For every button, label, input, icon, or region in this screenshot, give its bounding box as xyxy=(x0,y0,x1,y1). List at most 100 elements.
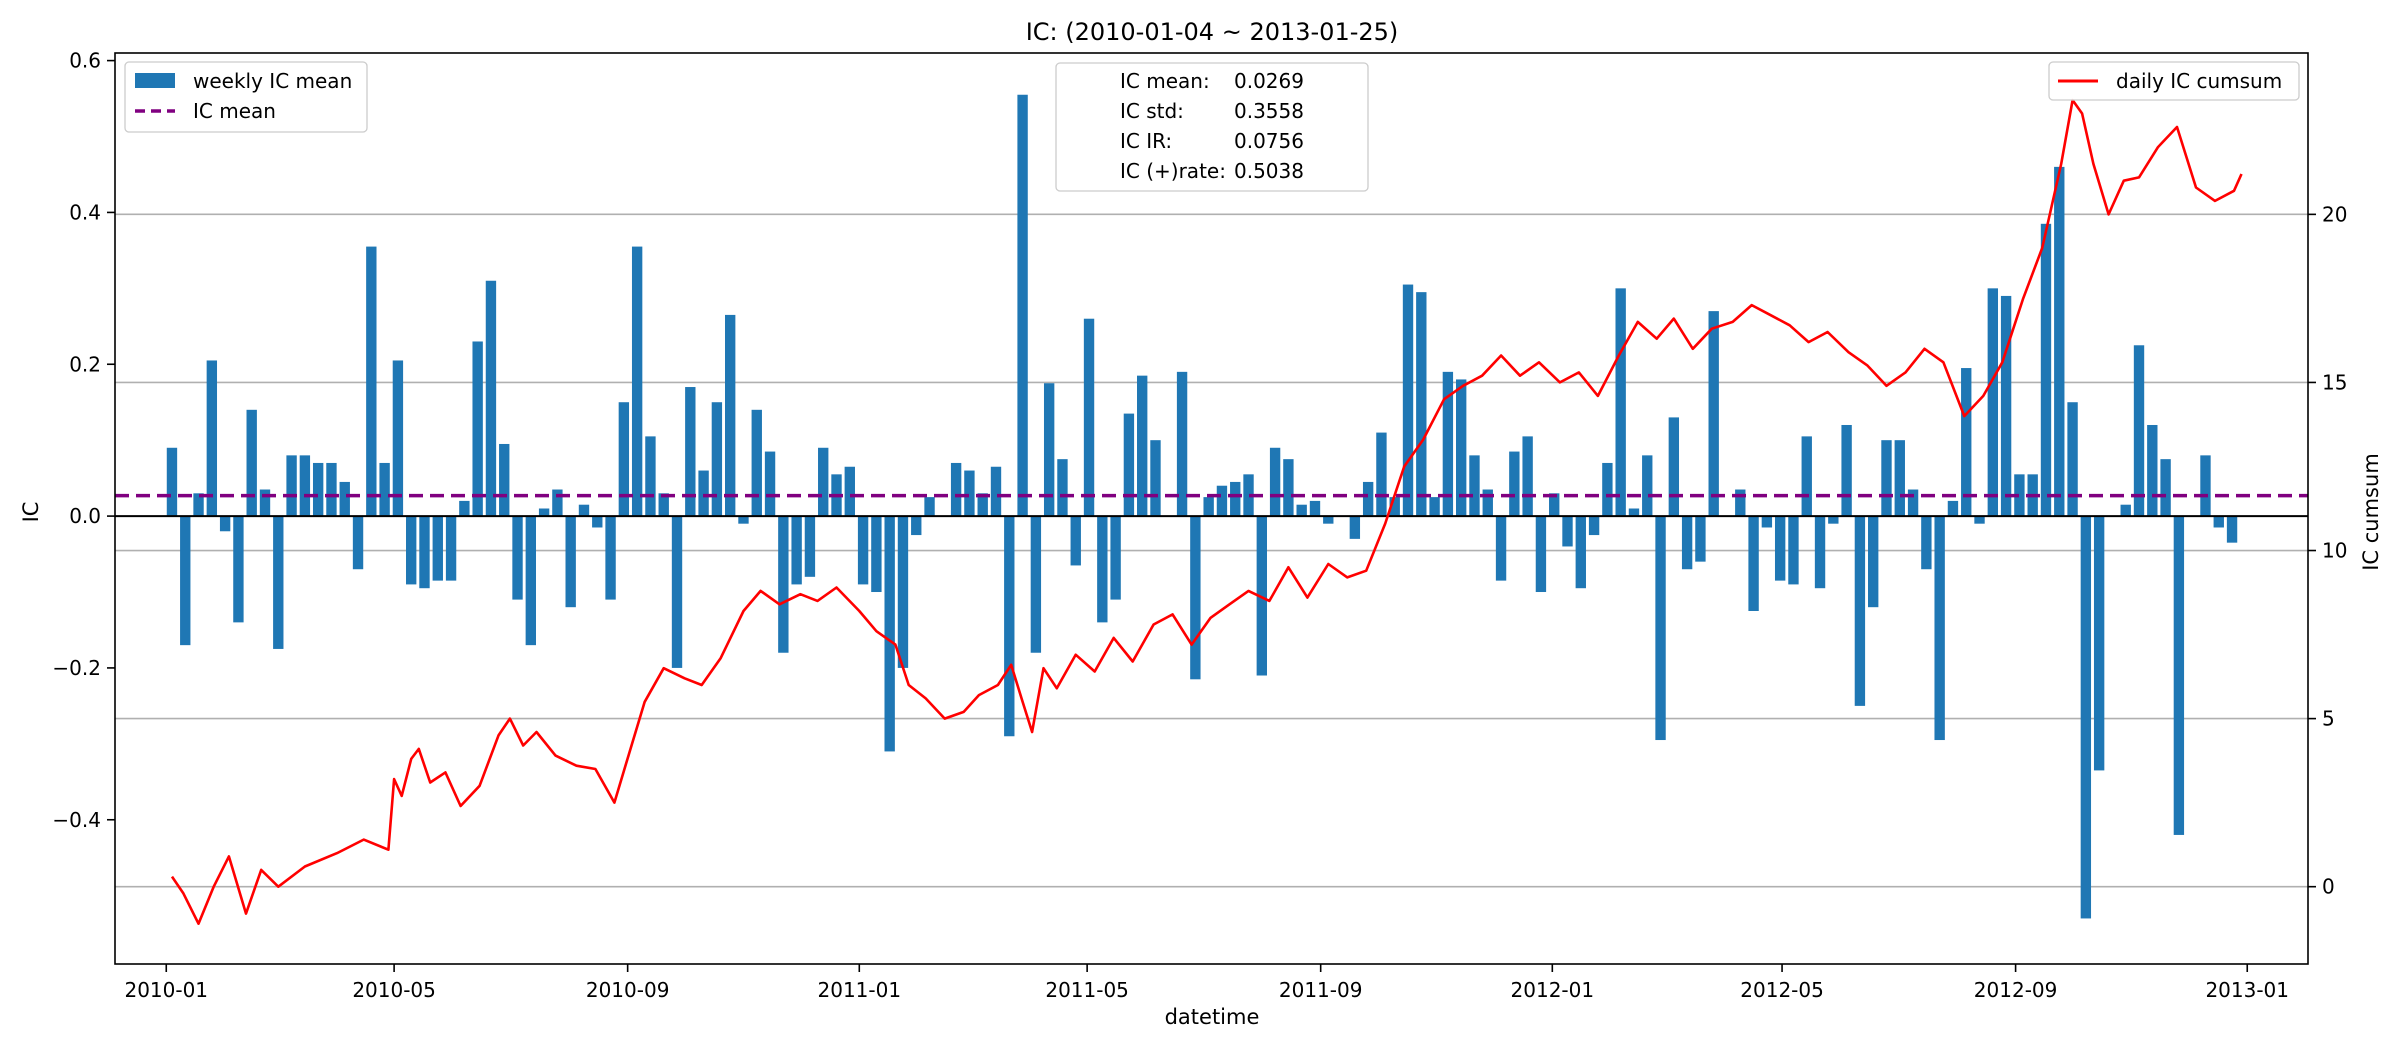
bar-61 xyxy=(977,493,988,517)
bar-20 xyxy=(432,516,443,581)
cumsum-series xyxy=(170,98,2243,926)
bar-53 xyxy=(871,516,882,593)
legend-right-frame xyxy=(2048,61,2300,101)
bar-107 xyxy=(1588,516,1600,536)
bar-121 xyxy=(1774,516,1786,581)
x-axis: 2010-01 2010-05 2010-09 2011-01 2011-05 2011-… xyxy=(124,964,2289,1002)
bar-77 xyxy=(1190,516,1201,680)
bar-137 xyxy=(1987,288,1998,517)
x-axis-label: datetime xyxy=(1165,1005,1260,1029)
legend-left: weekly IC mean IC mean xyxy=(124,61,368,133)
bar-127 xyxy=(1854,516,1866,706)
cumsum-line xyxy=(170,98,2243,926)
stat-label-ic-ir: IC IR: xyxy=(1120,129,1172,153)
bar-36 xyxy=(645,436,656,517)
bar-73 xyxy=(1137,375,1148,517)
bar-5 xyxy=(233,516,244,623)
bar-104 xyxy=(1549,493,1560,517)
x-tick-label-6: 2012-01 xyxy=(1511,978,1595,1002)
stat-value-ic-ir: 0.0756 xyxy=(1234,129,1304,153)
bar-24 xyxy=(485,280,497,517)
bar-113 xyxy=(1668,417,1680,517)
bar-1 xyxy=(180,516,191,646)
plot-frame xyxy=(114,52,2309,965)
bar-82 xyxy=(1256,516,1267,676)
bar-123 xyxy=(1801,436,1812,517)
bar-35 xyxy=(631,246,643,517)
bar-102 xyxy=(1522,436,1533,517)
bar-71 xyxy=(1110,516,1121,600)
bar-28 xyxy=(538,508,550,517)
bar-27 xyxy=(525,516,536,646)
bar-45 xyxy=(764,451,776,517)
bar-114 xyxy=(1681,516,1693,570)
y-tick-label-left-3: 0.2 xyxy=(69,352,101,376)
bar-69 xyxy=(1083,318,1095,517)
bar-111 xyxy=(1642,455,1653,517)
bar-85 xyxy=(1296,504,1307,517)
bar-143 xyxy=(2067,402,2078,517)
bar-89 xyxy=(1349,516,1361,539)
bar-21 xyxy=(445,516,457,581)
bar-98 xyxy=(1469,455,1480,517)
bar-43 xyxy=(738,516,749,524)
bar-48 xyxy=(804,516,816,577)
bar-96 xyxy=(1442,371,1454,517)
bar-147 xyxy=(2120,504,2131,517)
bar-101 xyxy=(1509,451,1520,517)
bar-65 xyxy=(1030,516,1042,653)
bar-133 xyxy=(1934,516,1945,741)
y-axis-right: 0 5 10 15 20 xyxy=(2308,202,2347,899)
stat-label-ic-mean: IC mean: xyxy=(1120,69,1210,93)
bar-122 xyxy=(1788,516,1799,585)
bar-91 xyxy=(1376,432,1387,517)
bar-148 xyxy=(2133,345,2145,517)
bar-128 xyxy=(1868,516,1879,608)
legend-left-frame xyxy=(124,61,368,133)
bar-29 xyxy=(552,489,563,517)
bar-26 xyxy=(512,516,523,600)
stat-label-ic-std: IC std: xyxy=(1120,99,1184,123)
bar-67 xyxy=(1057,459,1068,517)
bar-40 xyxy=(698,470,709,517)
bar-38 xyxy=(671,516,683,668)
bar-16 xyxy=(379,462,390,517)
bar-39 xyxy=(685,387,696,517)
bar-139 xyxy=(2014,474,2025,517)
y-tick-label-left-5: 0.6 xyxy=(69,49,101,73)
bar-33 xyxy=(605,516,616,600)
x-tick-label-8: 2012-09 xyxy=(1974,978,2058,1002)
bar-2 xyxy=(193,493,204,517)
stats-box-frame xyxy=(1055,62,1369,192)
bar-7 xyxy=(259,489,271,517)
legend-swatch-weekly-ic xyxy=(135,73,175,88)
stat-value-ic-rate: 0.5038 xyxy=(1234,159,1304,183)
bar-125 xyxy=(1828,516,1839,524)
bar-series xyxy=(166,94,2238,919)
stats-box: IC mean: 0.0269 IC std: 0.3558 IC IR: 0.… xyxy=(1055,62,1369,192)
stat-label-ic-rate: IC (+)rate: xyxy=(1120,159,1226,183)
bar-116 xyxy=(1708,311,1719,517)
bar-11 xyxy=(312,462,324,517)
bar-19 xyxy=(419,516,430,589)
bar-15 xyxy=(366,246,377,517)
x-tick-label-3: 2011-01 xyxy=(818,978,902,1002)
bar-41 xyxy=(711,402,723,517)
bar-34 xyxy=(618,402,630,517)
chart-title: IC: (2010-01-04 ~ 2013-01-25) xyxy=(1026,18,1399,46)
legend-label-cumsum: daily IC cumsum xyxy=(2116,69,2282,93)
bar-56 xyxy=(911,516,922,536)
bar-87 xyxy=(1323,516,1334,524)
bar-8 xyxy=(273,516,284,649)
y-tick-label-right-1: 5 xyxy=(2322,707,2335,731)
bar-60 xyxy=(964,470,975,517)
bar-79 xyxy=(1216,485,1228,517)
bar-103 xyxy=(1535,516,1547,593)
bar-30 xyxy=(565,516,576,608)
bar-78 xyxy=(1203,497,1214,517)
bar-31 xyxy=(578,504,590,517)
bar-135 xyxy=(1961,368,1972,517)
bar-145 xyxy=(2093,516,2105,771)
bar-118 xyxy=(1735,489,1746,517)
